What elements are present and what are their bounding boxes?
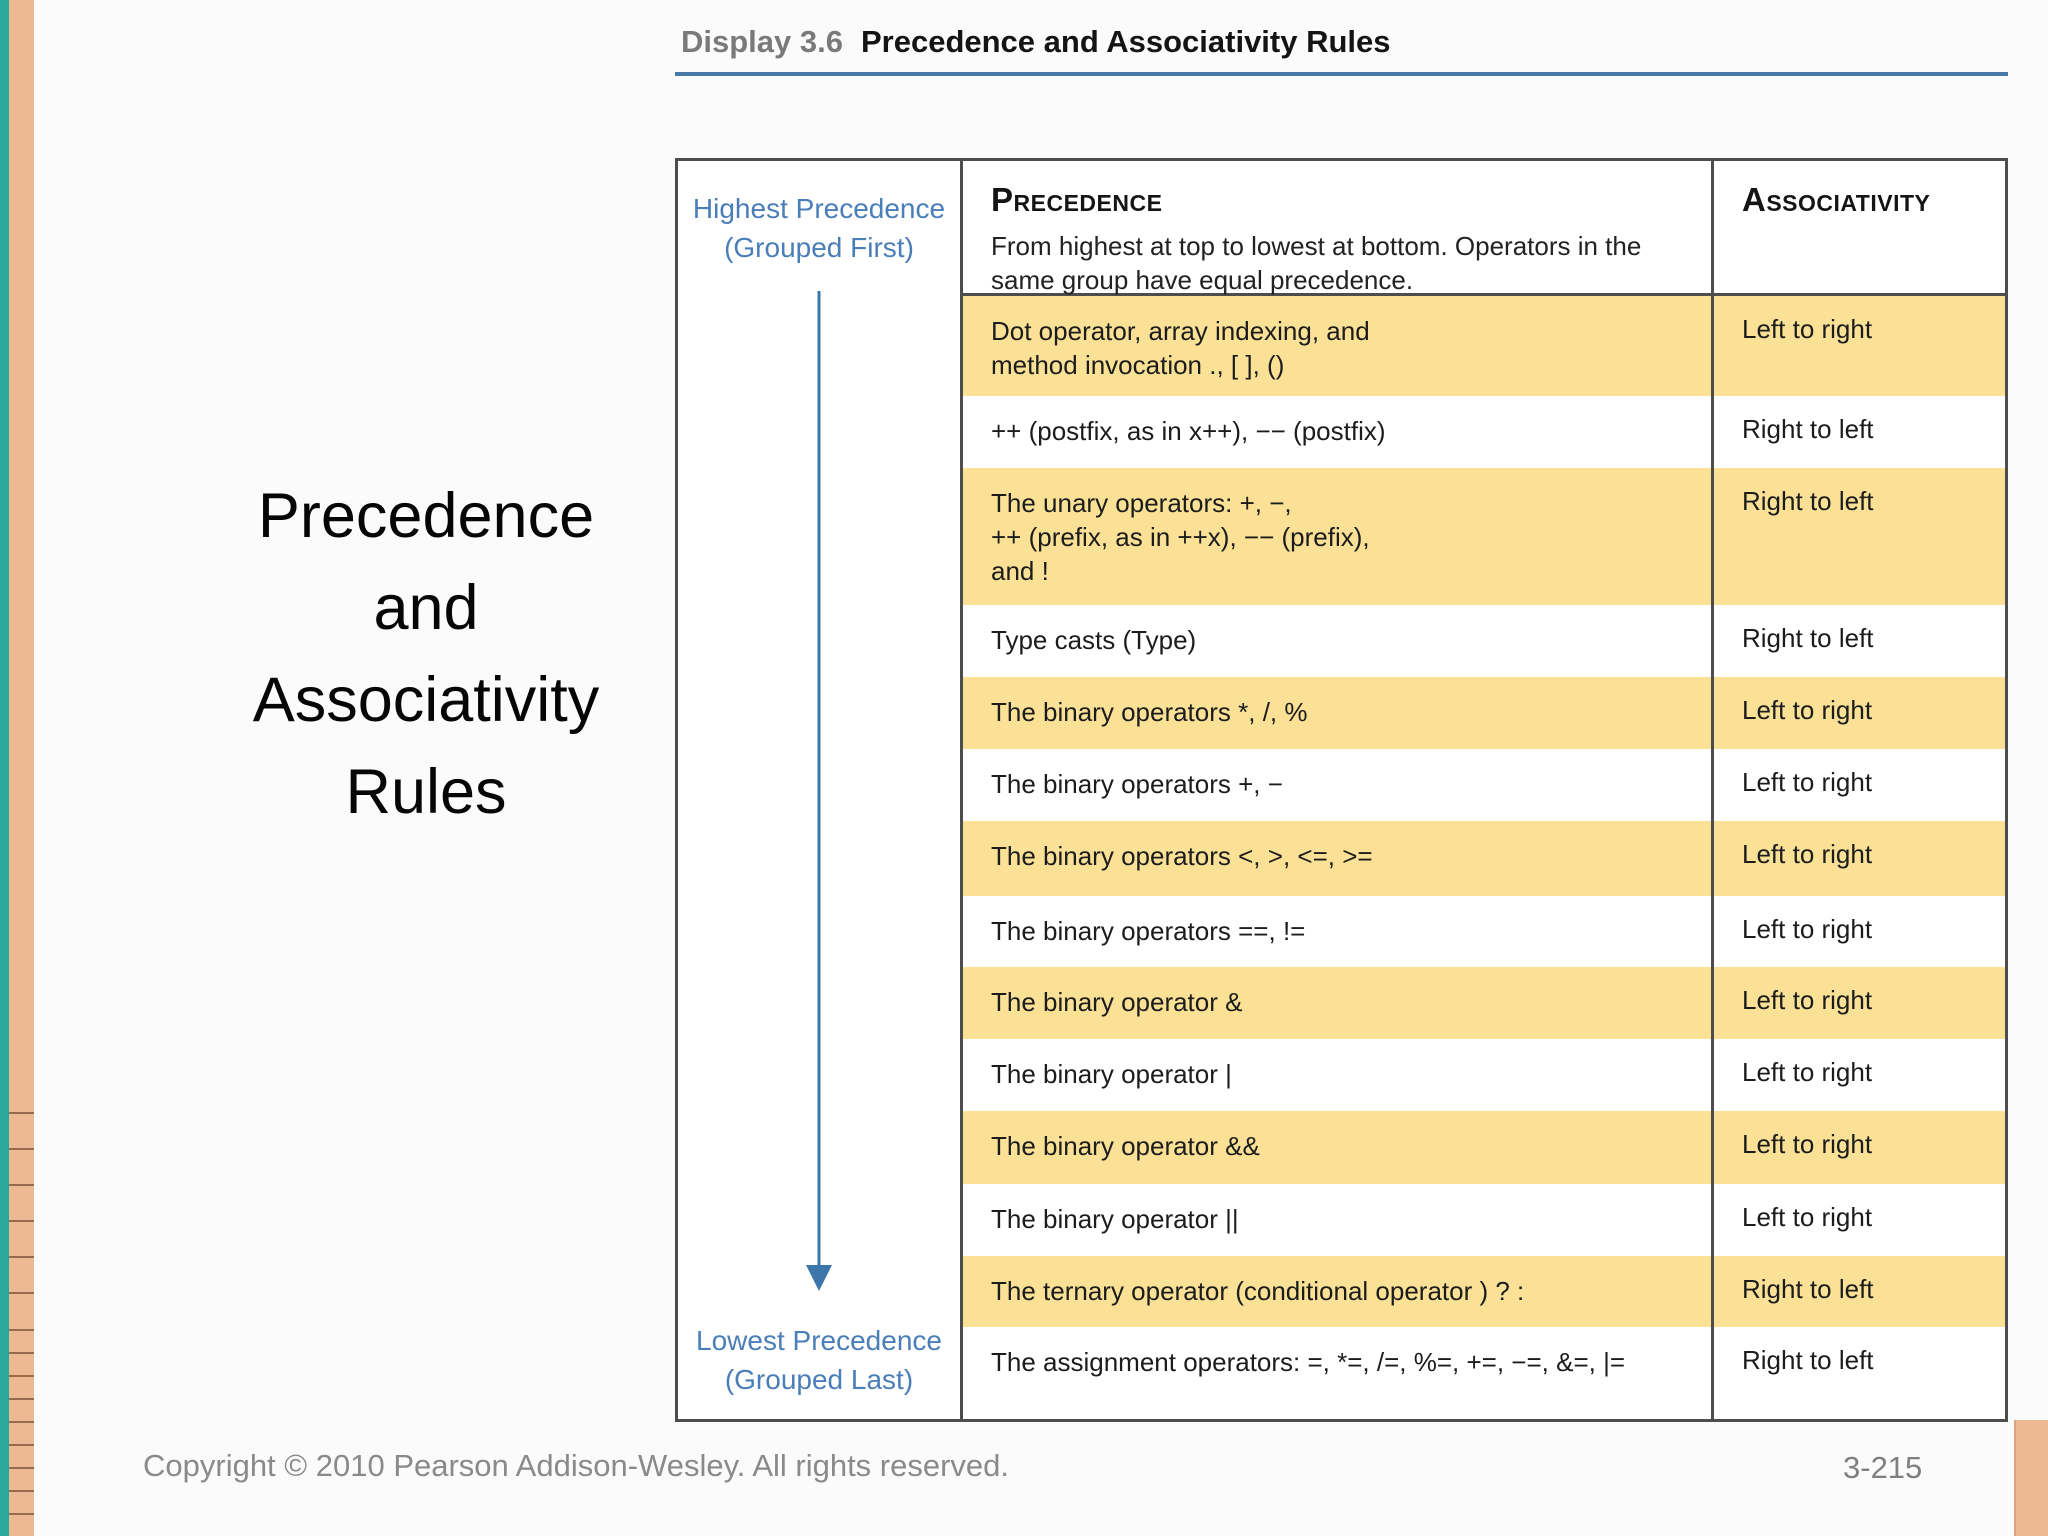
associativity-cell: Left to right bbox=[1711, 1039, 2005, 1111]
table-row: Type casts (Type) Right to left bbox=[963, 605, 2005, 677]
associativity-cell: Left to right bbox=[1711, 1184, 2005, 1256]
page-title: Precedence and Associativity Rules bbox=[252, 481, 600, 827]
associativity-header: Associativity bbox=[1742, 181, 1931, 218]
table-row: The binary operator | Left to right bbox=[963, 1039, 2005, 1111]
precedence-cell: The binary operator & bbox=[991, 987, 1243, 1017]
highest-precedence-label: Highest Precedence (Grouped First) bbox=[692, 193, 946, 263]
arrow-down-icon bbox=[806, 1265, 832, 1291]
table-row: The unary operators: +, −, ++ (prefix, a… bbox=[963, 468, 2005, 605]
table-row: The binary operators ==, != Left to righ… bbox=[963, 896, 2005, 967]
precedence-header-cell: Precedence From highest at top to lowest… bbox=[963, 161, 1711, 295]
precedence-cell: The binary operators *, /, % bbox=[991, 697, 1308, 727]
table-row: ++ (postfix, as in x++), −− (postfix) Ri… bbox=[963, 396, 2005, 468]
precedence-cell: The binary operators +, − bbox=[991, 769, 1283, 799]
precedence-cell: The ternary operator (conditional operat… bbox=[991, 1276, 1525, 1306]
spine-page-lines bbox=[9, 1308, 34, 1536]
associativity-cell: Right to left bbox=[1711, 1327, 2005, 1419]
arrow-column: Highest Precedence (Grouped First) Lowes… bbox=[678, 161, 963, 1419]
table-body: Precedence From highest at top to lowest… bbox=[963, 161, 2005, 1419]
precedence-arrow-line bbox=[817, 291, 821, 1269]
associativity-header-cell: Associativity bbox=[1711, 161, 2005, 293]
associativity-cell: Left to right bbox=[1711, 1111, 2005, 1184]
table-row: The binary operator || Left to right bbox=[963, 1184, 2005, 1256]
precedence-table: Highest Precedence (Grouped First) Lowes… bbox=[675, 158, 2008, 1422]
precedence-cell: ++ (postfix, as in x++), −− (postfix) bbox=[991, 416, 1386, 446]
associativity-cell: Right to left bbox=[1711, 396, 2005, 468]
associativity-cell: Right to left bbox=[1711, 468, 2005, 605]
table-header-row: Precedence From highest at top to lowest… bbox=[963, 161, 2005, 296]
precedence-cell: The binary operators <, >, <=, >= bbox=[991, 841, 1373, 871]
table-row: The binary operators *, /, % Left to rig… bbox=[963, 677, 2005, 749]
figure-header: Display 3.6 Precedence and Associativity… bbox=[681, 24, 1391, 60]
table-row: The binary operator & Left to right bbox=[963, 967, 2005, 1039]
header-rule bbox=[675, 72, 2008, 76]
precedence-cell: The unary operators: +, −, ++ (prefix, a… bbox=[991, 488, 1370, 586]
precedence-cell: The binary operators ==, != bbox=[991, 916, 1306, 946]
figure-title: Precedence and Associativity Rules bbox=[860, 24, 1391, 59]
spine-teal-strip bbox=[0, 0, 9, 1536]
associativity-cell: Right to left bbox=[1711, 605, 2005, 677]
precedence-cell: The binary operator && bbox=[991, 1131, 1260, 1161]
precedence-note: From highest at top to lowest at bottom.… bbox=[991, 231, 1642, 295]
table-row: The assignment operators: =, *=, /=, %=,… bbox=[963, 1327, 2005, 1419]
precedence-cell: The binary operator | bbox=[991, 1059, 1232, 1089]
precedence-cell: Type casts (Type) bbox=[991, 625, 1197, 655]
associativity-cell: Left to right bbox=[1711, 967, 2005, 1039]
table-row: The ternary operator (conditional operat… bbox=[963, 1256, 2005, 1327]
associativity-cell: Left to right bbox=[1711, 821, 2005, 896]
spine-page-lines bbox=[9, 1078, 34, 1308]
associativity-cell: Left to right bbox=[1711, 677, 2005, 749]
associativity-cell: Right to left bbox=[1711, 1256, 2005, 1327]
page-number: 3-215 bbox=[1843, 1450, 1923, 1485]
precedence-header: Precedence bbox=[991, 181, 1163, 218]
footer-copyright: Copyright © 2010 Pearson Addison-Wesley.… bbox=[143, 1448, 1010, 1483]
right-page-edge bbox=[2014, 1420, 2048, 1536]
table-row: The binary operators <, >, <=, >= Left t… bbox=[963, 821, 2005, 896]
lowest-precedence-label: Lowest Precedence (Grouped Last) bbox=[696, 1325, 942, 1395]
associativity-cell: Left to right bbox=[1711, 749, 2005, 821]
associativity-cell: Left to right bbox=[1711, 896, 2005, 967]
associativity-cell: Left to right bbox=[1711, 296, 2005, 396]
precedence-cell: The assignment operators: =, *=, /=, %=,… bbox=[991, 1347, 1626, 1377]
precedence-cell: Dot operator, array indexing, and method… bbox=[991, 316, 1370, 380]
table-row: The binary operators +, − Left to right bbox=[963, 749, 2005, 821]
figure-label: Display 3.6 bbox=[681, 24, 843, 59]
table-row: The binary operator && Left to right bbox=[963, 1111, 2005, 1184]
precedence-cell: The binary operator || bbox=[991, 1204, 1239, 1234]
table-row: Dot operator, array indexing, and method… bbox=[963, 296, 2005, 396]
